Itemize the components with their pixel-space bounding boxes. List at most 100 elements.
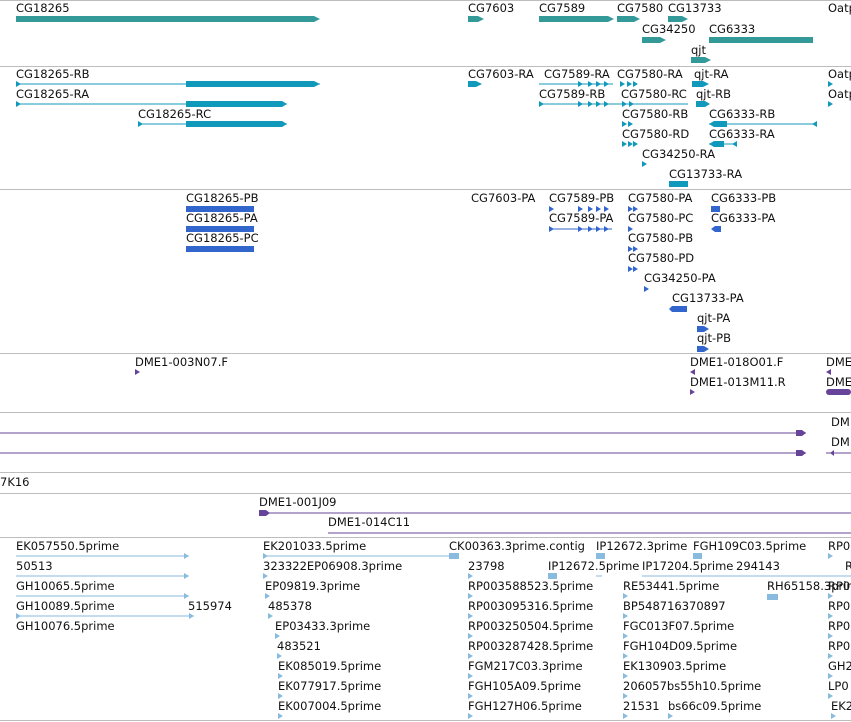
protein-exon[interactable] bbox=[578, 226, 583, 232]
transcript-exon[interactable] bbox=[620, 81, 625, 87]
transcript-exon[interactable] bbox=[628, 121, 633, 127]
est-label[interactable]: EK2 bbox=[831, 699, 851, 713]
transcript-exon[interactable] bbox=[622, 121, 627, 127]
protein-label[interactable]: CG18265-PB bbox=[186, 191, 259, 205]
est-label[interactable]: RE53441.5prime bbox=[623, 579, 720, 593]
protein-exon[interactable] bbox=[628, 246, 633, 252]
transcript-label[interactable]: CG13733-RA bbox=[669, 167, 743, 181]
protein-feature[interactable] bbox=[186, 246, 254, 252]
est-arrow[interactable] bbox=[468, 633, 473, 639]
transcript-feature[interactable] bbox=[186, 121, 287, 127]
est-label[interactable]: RP0 bbox=[828, 539, 851, 553]
clone-label[interactable]: DM bbox=[831, 435, 850, 449]
est-arrow[interactable] bbox=[268, 613, 273, 619]
est-label[interactable]: 294143 bbox=[736, 559, 780, 573]
transcript-label[interactable]: CG18265-RA bbox=[16, 87, 90, 101]
transcript-label[interactable]: CG34250-RA bbox=[642, 147, 716, 161]
protein-label[interactable]: CG34250-PA bbox=[644, 271, 716, 285]
est-arrow[interactable] bbox=[184, 573, 189, 579]
protein-exon[interactable] bbox=[549, 206, 554, 212]
gene-label[interactable]: CG13733 bbox=[668, 1, 722, 15]
transcript-feature[interactable] bbox=[692, 81, 709, 87]
clone-end-label[interactable]: DME1-003N07.F bbox=[135, 355, 228, 369]
est-label[interactable]: GH10089.5prime bbox=[16, 599, 115, 613]
clone-end-arrow[interactable] bbox=[830, 450, 834, 456]
est-arrow[interactable] bbox=[828, 593, 833, 599]
gene-feature[interactable] bbox=[617, 16, 640, 22]
transcript-exon[interactable] bbox=[627, 81, 632, 87]
est-arrow[interactable] bbox=[278, 673, 283, 679]
protein-exon[interactable] bbox=[633, 206, 638, 212]
clone-end-marker[interactable] bbox=[135, 369, 140, 375]
transcript-label[interactable]: CG6333-RB bbox=[709, 107, 776, 121]
protein-feature[interactable] bbox=[697, 326, 709, 332]
transcript-label[interactable]: CG7603-RA bbox=[468, 67, 534, 81]
clone-end-marker[interactable] bbox=[826, 369, 831, 375]
protein-exon[interactable] bbox=[604, 206, 609, 212]
gene-feature[interactable] bbox=[668, 16, 688, 22]
transcript-label[interactable]: CG18265-RB bbox=[16, 67, 90, 81]
est-arrow[interactable] bbox=[623, 713, 628, 719]
est-label[interactable]: EK057550.5prime bbox=[16, 539, 120, 553]
gene-feature[interactable] bbox=[691, 57, 711, 63]
transcript-exon[interactable] bbox=[604, 101, 609, 107]
protein-exon[interactable] bbox=[633, 266, 638, 272]
protein-label[interactable]: qjt-PA bbox=[697, 311, 731, 325]
est-arrow[interactable] bbox=[468, 653, 473, 659]
est-label[interactable]: RP003095316.5prime bbox=[468, 599, 594, 613]
est-feature[interactable] bbox=[767, 594, 778, 600]
est-label[interactable]: EK130903.5prime bbox=[623, 659, 727, 673]
transcript-exon[interactable] bbox=[622, 141, 627, 147]
transcript-label[interactable]: CG7580-RD bbox=[622, 127, 690, 141]
transcript-label[interactable]: Oatp bbox=[828, 87, 851, 101]
est-label[interactable]: FGC013F07.5prime bbox=[623, 619, 735, 633]
est-label[interactable]: LP0 bbox=[828, 679, 849, 693]
protein-feature[interactable] bbox=[669, 306, 687, 312]
protein-label[interactable]: CG7603-PA bbox=[471, 191, 536, 205]
transcript-exon[interactable] bbox=[633, 141, 638, 147]
clone-end-marker[interactable] bbox=[690, 369, 695, 375]
est-label[interactable]: RP0 bbox=[828, 619, 851, 633]
est-arrow[interactable] bbox=[468, 573, 473, 579]
est-arrow[interactable] bbox=[468, 713, 473, 719]
est-label[interactable]: R bbox=[845, 559, 851, 573]
protein-label[interactable]: CG18265-PC bbox=[186, 231, 259, 245]
est-feature[interactable] bbox=[548, 573, 557, 579]
est-label[interactable]: 50513 bbox=[16, 559, 53, 573]
clone-end-marker[interactable] bbox=[826, 389, 851, 395]
est-arrow[interactable] bbox=[828, 653, 833, 659]
est-arrow[interactable] bbox=[184, 593, 189, 599]
est-label[interactable]: GH10076.5prime bbox=[16, 619, 115, 633]
est-arrow[interactable] bbox=[265, 593, 270, 599]
gene-feature[interactable] bbox=[468, 16, 484, 22]
transcript-exon[interactable] bbox=[633, 81, 638, 87]
protein-label[interactable]: CG13733-PA bbox=[672, 291, 744, 305]
clone-end-label[interactable]: DME bbox=[826, 355, 851, 369]
est-feature[interactable] bbox=[449, 553, 459, 559]
protein-feature[interactable] bbox=[711, 206, 720, 212]
est-label[interactable]: EK077917.5prime bbox=[278, 679, 382, 693]
clone-start-arrow[interactable] bbox=[259, 510, 270, 516]
est-arrow[interactable] bbox=[828, 693, 833, 699]
est-label[interactable]: bs66c09.5prime bbox=[668, 699, 762, 713]
gene-feature[interactable] bbox=[539, 16, 614, 22]
est-arrow[interactable] bbox=[468, 693, 473, 699]
est-arrow[interactable] bbox=[623, 593, 628, 599]
protein-label[interactable]: CG18265-PA bbox=[186, 211, 258, 225]
protein-exon[interactable] bbox=[628, 206, 633, 212]
protein-label[interactable]: CG6333-PB bbox=[711, 191, 777, 205]
transcript-exon[interactable] bbox=[588, 81, 593, 87]
protein-label[interactable]: CG6333-PA bbox=[711, 211, 776, 225]
transcript-feature[interactable] bbox=[669, 181, 688, 187]
est-arrow[interactable] bbox=[468, 593, 473, 599]
clone-end-label[interactable]: DME bbox=[826, 375, 851, 389]
gene-feature[interactable] bbox=[642, 37, 666, 43]
est-arrow[interactable] bbox=[623, 613, 628, 619]
protein-exon[interactable] bbox=[549, 226, 554, 232]
est-label[interactable]: IP12672.3prime bbox=[596, 539, 688, 553]
transcript-exon[interactable] bbox=[629, 101, 634, 107]
protein-label[interactable]: CG7580-PB bbox=[628, 231, 694, 245]
est-label[interactable]: IP12672.5prime bbox=[548, 559, 640, 573]
est-arrow[interactable] bbox=[623, 653, 628, 659]
est-arrow[interactable] bbox=[623, 693, 628, 699]
